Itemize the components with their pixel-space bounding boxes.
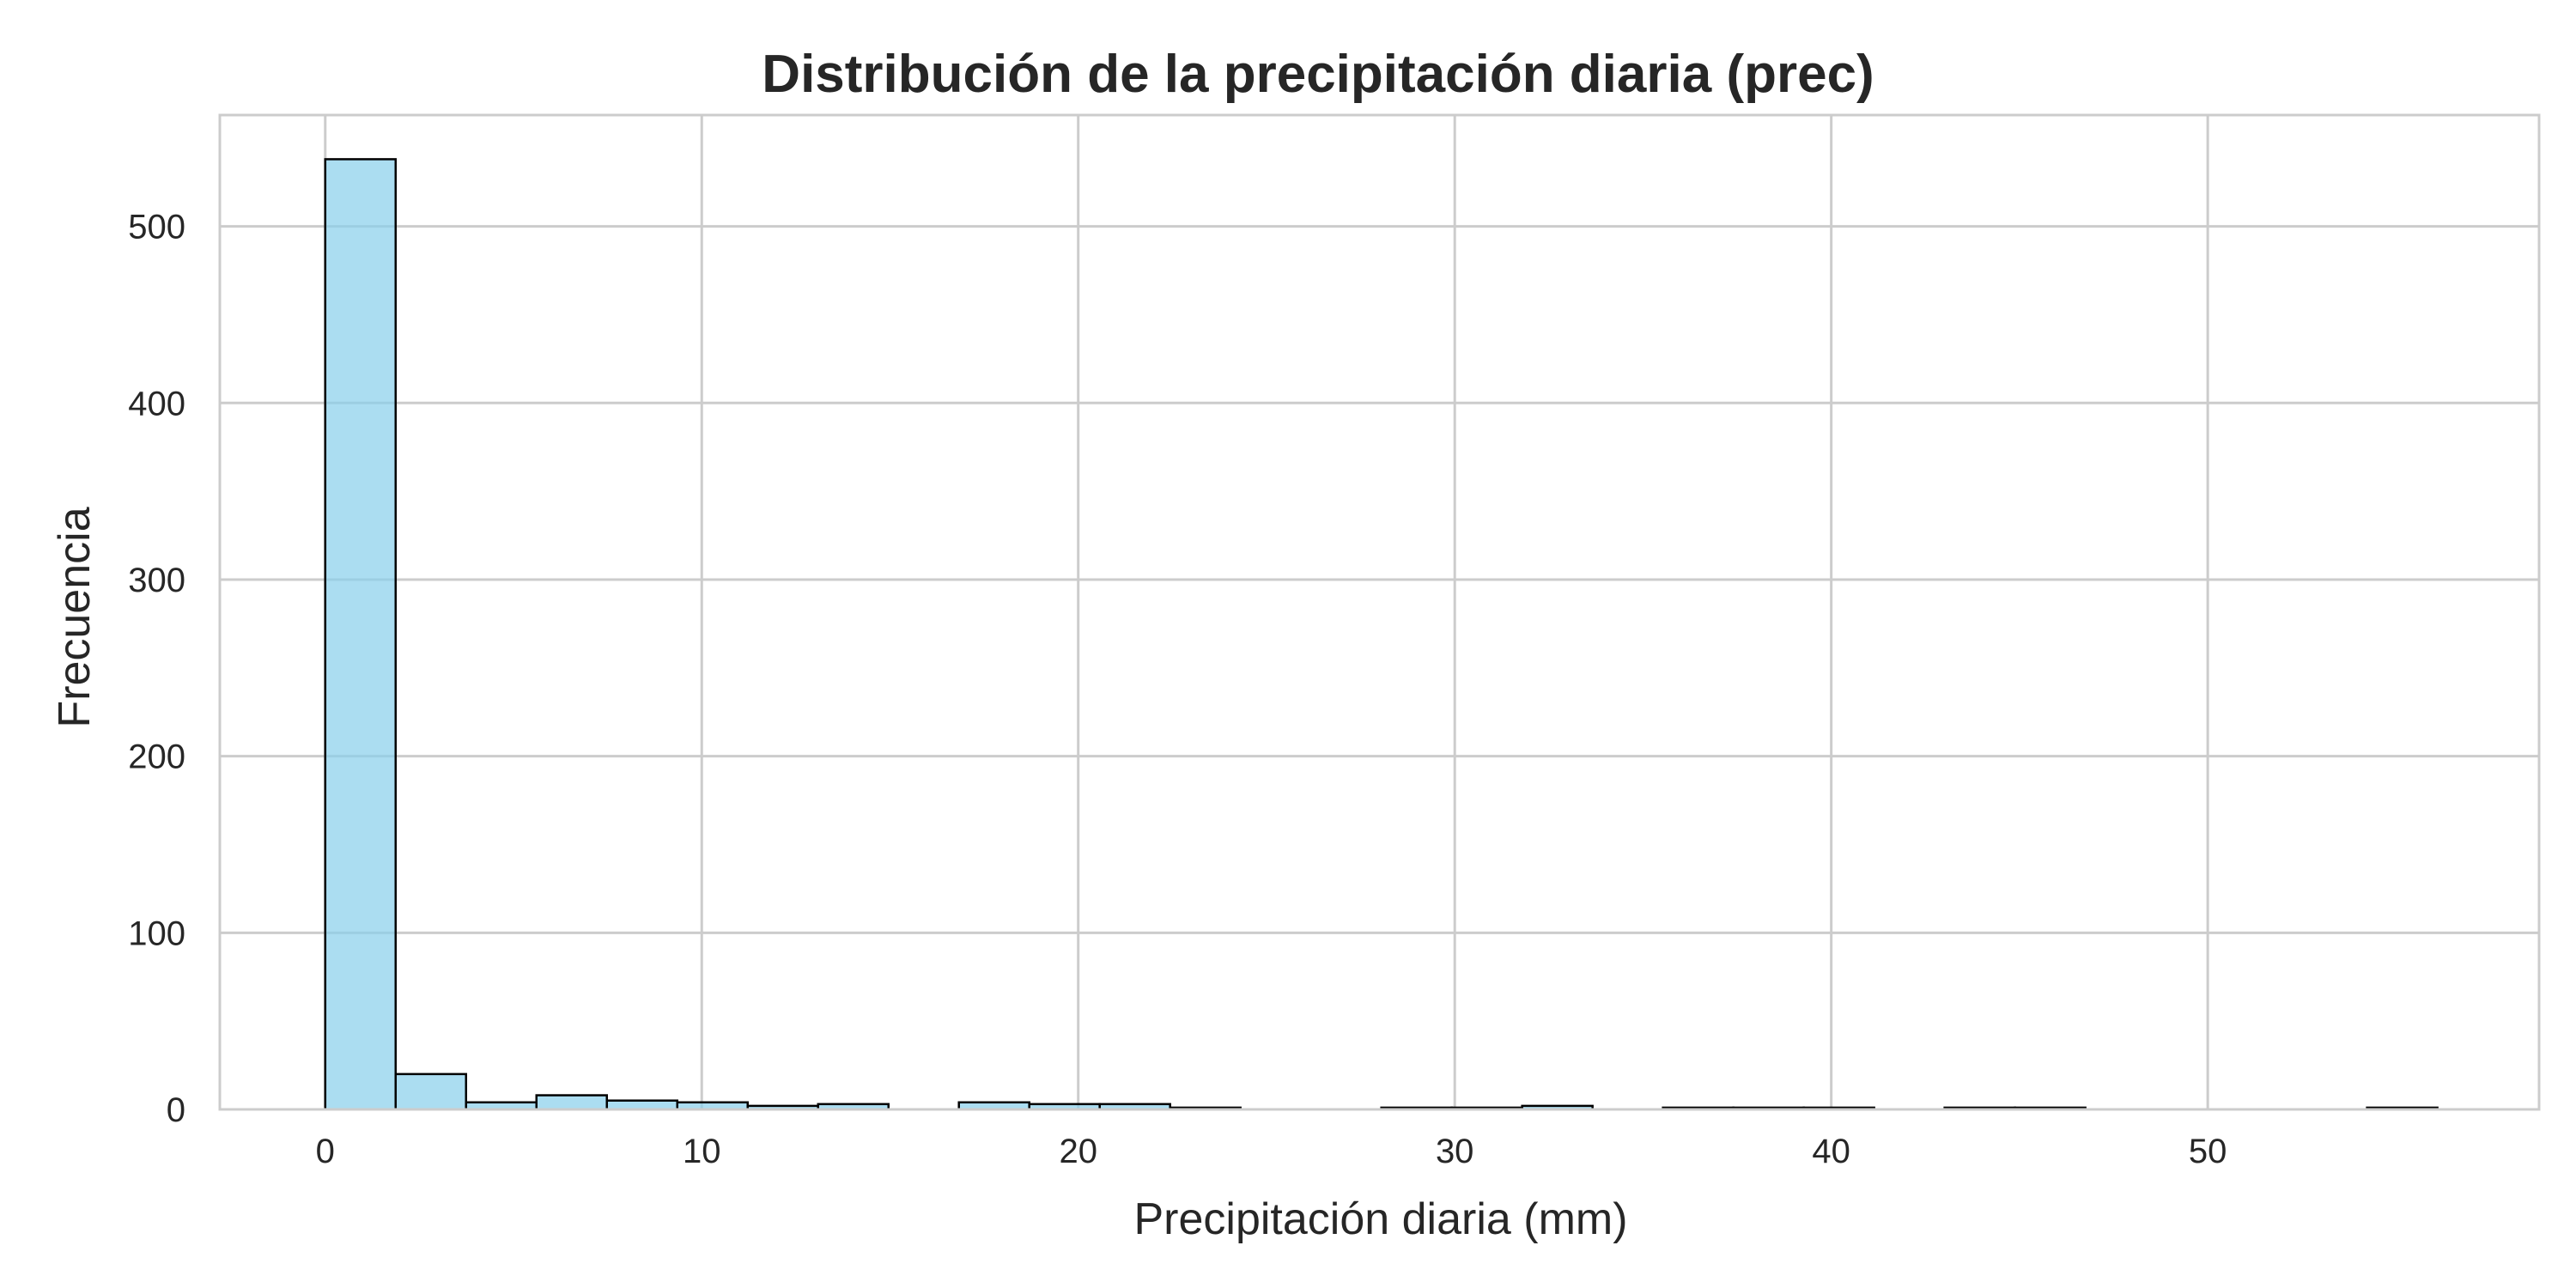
- y-tick-label: 400: [128, 385, 185, 422]
- histogram-bar: [605, 1099, 678, 1111]
- y-tick-label: 300: [128, 562, 185, 599]
- histogram-bars: [324, 158, 2439, 1111]
- y-tick-label: 100: [128, 914, 185, 952]
- chart-title: Distribución de la precipitación diaria …: [762, 45, 1874, 104]
- x-tick-label: 20: [1059, 1133, 1097, 1170]
- histogram-bar: [324, 158, 398, 1111]
- y-axis-label: Frecuencia: [50, 507, 100, 727]
- y-tick-label: 200: [128, 738, 185, 776]
- y-tick-label: 0: [167, 1091, 185, 1129]
- x-tick-label: 50: [2189, 1133, 2227, 1170]
- x-tick-labels: 0 10 20 30 40 50: [316, 1133, 2227, 1170]
- grid-lines: [220, 115, 2539, 1111]
- y-tick-label: 500: [128, 209, 185, 246]
- histogram-bar: [535, 1094, 609, 1111]
- x-tick-label: 0: [316, 1133, 335, 1170]
- plot-frame: [218, 113, 2541, 1111]
- x-tick-label: 40: [1812, 1133, 1850, 1170]
- histogram-bar: [394, 1072, 468, 1111]
- x-tick-label: 10: [683, 1133, 721, 1170]
- x-axis-label: Precipitación diaria (mm): [1133, 1194, 1627, 1244]
- y-tick-labels: 0 100 200 300 400 500: [128, 209, 185, 1129]
- x-tick-label: 30: [1436, 1133, 1474, 1170]
